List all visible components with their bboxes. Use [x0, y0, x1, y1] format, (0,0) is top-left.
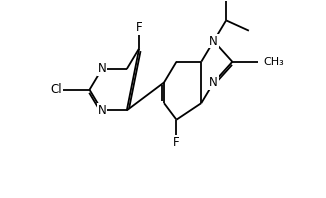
Text: Cl: Cl — [50, 83, 62, 96]
Text: N: N — [209, 76, 218, 89]
Text: N: N — [97, 63, 106, 75]
Text: N: N — [209, 35, 218, 48]
Text: N: N — [97, 104, 106, 117]
Text: F: F — [173, 136, 180, 149]
Text: CH₃: CH₃ — [263, 57, 284, 67]
Text: F: F — [136, 21, 142, 34]
